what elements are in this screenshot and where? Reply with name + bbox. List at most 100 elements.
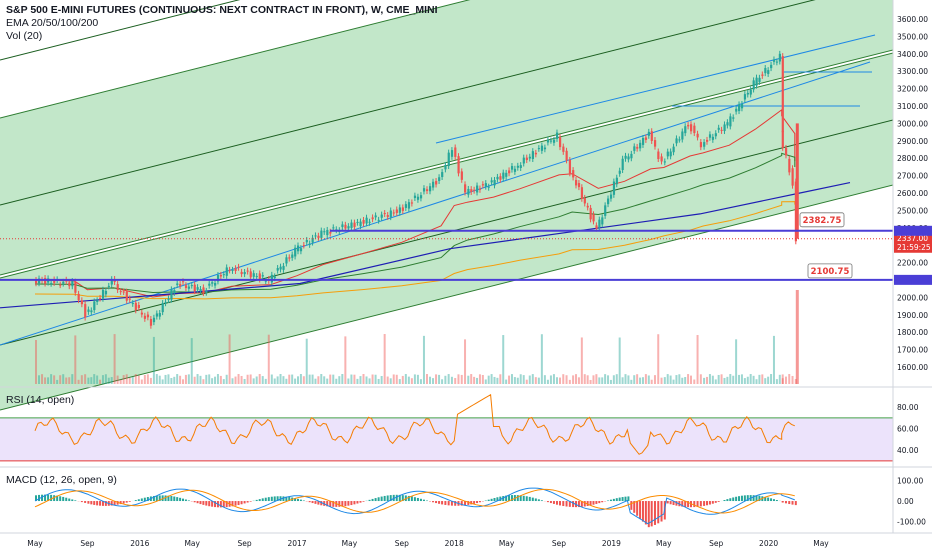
candle — [302, 244, 306, 246]
volume-bar — [395, 374, 398, 384]
macd-histogram-bar — [101, 501, 104, 506]
volume-bar — [775, 379, 778, 384]
candle — [781, 56, 784, 133]
volume-bar — [460, 374, 463, 384]
macd-histogram-bar — [784, 501, 787, 504]
candle — [87, 309, 90, 312]
rsi-line — [34, 393, 795, 455]
volume-bar — [214, 376, 217, 384]
candle — [93, 301, 96, 311]
macd-histogram-bar — [473, 501, 476, 504]
macd-histogram-bar — [246, 501, 249, 503]
volume-bar — [476, 377, 479, 384]
volume-bar — [681, 377, 684, 384]
candle — [540, 145, 544, 151]
time-tick-label: Sep — [80, 539, 94, 548]
macd-histogram-bar — [410, 496, 413, 502]
volume-bar — [68, 377, 71, 384]
macd-histogram-bar — [794, 501, 797, 506]
volume-bar — [572, 375, 575, 384]
volume-bar — [699, 374, 702, 384]
macd-histogram-bar — [732, 497, 735, 502]
macd-histogram-bar — [653, 501, 656, 525]
volume-bar — [740, 374, 743, 384]
volume-bar — [368, 378, 371, 384]
price-tick-label: 1600.00 — [897, 363, 928, 372]
volume-bar — [577, 377, 580, 384]
volume-bar — [291, 374, 294, 384]
volume-bar — [435, 374, 438, 384]
volume-bar — [525, 379, 528, 384]
macd-histogram-bar — [110, 501, 113, 506]
candle — [555, 132, 559, 139]
candle — [182, 281, 185, 283]
channel-edge — [0, 0, 471, 119]
volume-bar — [35, 340, 37, 384]
candle — [279, 266, 282, 270]
price-tick-label: 2200.00 — [897, 259, 928, 268]
macd-histogram-bar — [71, 499, 74, 502]
candle — [699, 142, 703, 148]
macd-histogram-bar — [35, 495, 37, 502]
macd-histogram-bar — [738, 496, 741, 502]
macd-histogram-bar — [583, 501, 586, 507]
candle — [173, 290, 176, 293]
macd-histogram-bar — [781, 501, 784, 503]
volume-bar — [187, 374, 190, 384]
macd-histogram-bar — [467, 501, 470, 505]
volume-bar — [589, 379, 592, 384]
candle — [170, 289, 173, 300]
macd-histogram-bar — [672, 501, 675, 505]
volume-bar — [93, 374, 96, 384]
macd-histogram-bar — [176, 497, 179, 502]
candle — [199, 288, 202, 292]
volume-bar — [660, 377, 663, 384]
macd-histogram-bar — [258, 499, 261, 502]
volume-bar — [555, 377, 558, 384]
volume-bar — [101, 375, 104, 384]
candle — [577, 183, 581, 188]
volume-bar — [225, 374, 228, 384]
macd-histogram-bar — [531, 497, 534, 502]
macd-histogram-bar — [549, 501, 552, 504]
macd-histogram-bar — [770, 498, 773, 502]
volume-bar — [621, 377, 624, 384]
price-tick-label: 3500.00 — [897, 32, 928, 41]
macd-tick-label: 100.00 — [897, 476, 923, 485]
candle — [122, 291, 125, 293]
candle — [137, 304, 140, 309]
candle — [344, 224, 347, 229]
candle — [368, 221, 371, 223]
time-tick-label: 2018 — [445, 539, 464, 548]
volume-bar — [752, 375, 755, 384]
volume-bar — [341, 374, 344, 384]
volume-bar — [356, 378, 359, 384]
candle — [216, 275, 220, 282]
volume-bar — [516, 377, 519, 384]
macd-histogram-bar — [317, 501, 320, 505]
candle — [510, 166, 514, 170]
volume-bar — [173, 376, 176, 384]
volume-bar — [422, 335, 425, 384]
candle — [84, 304, 87, 318]
candle — [681, 131, 684, 140]
macd-histogram-bar — [50, 494, 53, 502]
candle — [392, 212, 395, 214]
macd-histogram-bar — [669, 501, 672, 505]
candle — [38, 278, 41, 284]
volume-bar — [413, 374, 416, 384]
volume-bar — [344, 336, 347, 384]
volume-bar — [586, 375, 589, 384]
volume-bar — [743, 378, 746, 384]
channel-edge-upper — [0, 0, 241, 61]
macd-histogram-bar — [580, 501, 583, 507]
candle — [435, 181, 438, 185]
macd-histogram-bar — [170, 496, 173, 502]
candle — [228, 269, 231, 271]
volume-bar — [778, 374, 781, 384]
volume-bar — [484, 379, 487, 384]
time-tick-label: May — [184, 539, 200, 548]
candle — [152, 317, 156, 323]
volume-bar — [155, 374, 158, 384]
candle — [684, 126, 687, 134]
